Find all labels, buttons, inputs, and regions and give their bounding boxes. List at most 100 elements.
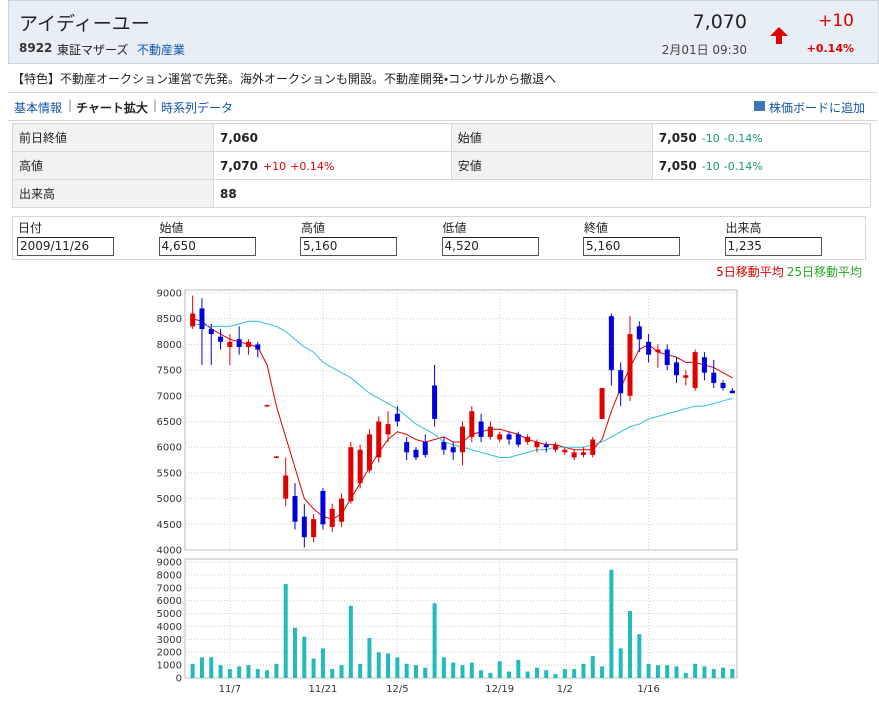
candle-body — [460, 426, 465, 453]
value: 7,060 — [220, 130, 258, 145]
plot-area — [184, 558, 738, 679]
y-tick-label: 5500 — [157, 468, 182, 479]
label: 出来高 — [19, 187, 56, 201]
label: 安値 — [457, 159, 482, 173]
volume-bar — [227, 668, 232, 678]
candle-body — [339, 498, 345, 522]
volume-bar — [413, 665, 418, 678]
volume-bar — [693, 663, 698, 678]
volume-bar — [665, 665, 670, 678]
form-input[interactable]: 4,520 — [441, 237, 539, 256]
label-cell: 始値 — [450, 123, 653, 152]
nav-link[interactable]: 基本情報 — [14, 101, 63, 115]
form-input[interactable]: 4,650 — [158, 237, 256, 256]
candle-body — [432, 385, 438, 419]
candle-body — [413, 449, 419, 458]
volume-bar — [562, 668, 567, 678]
volume-bar — [507, 671, 512, 678]
x-tick-label: 1/16 — [637, 684, 659, 695]
value-cell: 7,070 +10 +0.14% — [213, 151, 452, 180]
form-input[interactable]: 1,235 — [724, 237, 822, 256]
volume-bar — [283, 583, 288, 678]
plot-area — [184, 289, 738, 551]
volume-bar — [199, 657, 204, 678]
up-arrow — [770, 27, 788, 44]
y-tick-label: 6500 — [157, 417, 182, 428]
form-label: 低値 — [442, 221, 467, 235]
candle-body — [320, 490, 326, 525]
table-row: 高値 7,070 +10 +0.14% 安値 7,050 -10 -0.14% — [12, 151, 872, 180]
candle-body — [487, 426, 493, 437]
change-pct: -0.14% — [723, 131, 763, 145]
label-cell: 前日終値 — [12, 123, 214, 152]
stock-name: アイディーユー — [19, 13, 150, 35]
x-tick-label: 11/7 — [219, 684, 241, 695]
table-row: 出来高 88 — [12, 179, 871, 208]
candle-body — [646, 341, 652, 355]
quote-table: 前日終値 7,060 始値 7,050 -10 -0.14% 高値 7,070 +10 +0.14… — [12, 123, 872, 208]
add-icon — [754, 101, 765, 111]
volume-bar — [609, 569, 614, 678]
candle-body — [190, 313, 196, 327]
label-cell: 安値 — [450, 151, 653, 180]
candle-body — [404, 442, 410, 453]
stock-code: 8922 — [19, 41, 53, 55]
volume-bar — [525, 671, 530, 678]
nav-current: チャート拡大 — [76, 101, 148, 115]
volume-bar — [339, 665, 344, 678]
change: +10 — [262, 159, 287, 173]
volume-bar — [702, 666, 707, 678]
volume-bar — [572, 668, 577, 678]
volume-bar — [600, 666, 605, 678]
form-label: 日付 — [18, 221, 43, 235]
feature-row: 【特色】不動産オークション運営で先発。海外オークションも開設。不動産開発・コンサ… — [8, 64, 877, 93]
sector-link[interactable]: 不動産業 — [137, 43, 186, 57]
separator: | — [153, 98, 158, 112]
candle-body — [571, 452, 577, 458]
volume-bar — [730, 668, 735, 678]
candle-body — [636, 326, 642, 340]
volume-bar — [320, 648, 325, 678]
change: +10 — [818, 11, 854, 31]
legend-entry: 25日移動平均 — [786, 265, 862, 279]
volume-bar — [544, 670, 549, 678]
add-board-link[interactable]: 株価ボードに追加 — [769, 101, 866, 115]
nav-link[interactable]: 時系列データ — [161, 101, 234, 115]
form-input[interactable]: 2009/11/26 — [17, 237, 114, 256]
y-tick-label: 7500 — [157, 366, 182, 377]
candle-body — [255, 344, 261, 350]
value-cell: 7,050 -10 -0.14% — [651, 151, 872, 180]
volume-bar — [218, 665, 223, 678]
y-tick-label: 7000 — [157, 391, 182, 402]
value-cell: 7,060 — [213, 123, 452, 152]
volume-bar — [451, 662, 456, 678]
volume-bar — [553, 674, 558, 678]
volume-bar — [590, 656, 595, 678]
form-input[interactable]: 5,160 — [300, 237, 397, 256]
candle-body — [497, 434, 503, 440]
header: アイディーユー 8922 東証マザーズ 不動産業 7,070 +10 2月01日… — [8, 0, 879, 64]
y-tick-label: 8500 — [157, 314, 182, 325]
candle-body — [506, 434, 512, 440]
volume-bar — [190, 663, 195, 678]
price: 7,070 — [692, 11, 747, 33]
candle-body — [720, 382, 726, 389]
candle-body — [301, 516, 307, 538]
market: 東証マザーズ — [57, 43, 129, 57]
candle-body — [366, 434, 372, 471]
value: 7,050 — [658, 130, 697, 145]
volume-bar — [395, 657, 400, 678]
table-row: 前日終値 7,060 始値 7,050 -10 -0.14% — [12, 123, 872, 152]
candle-body — [599, 388, 605, 419]
y-tick-label: 4000 — [157, 546, 182, 557]
candle-body — [450, 447, 456, 453]
candle-body — [441, 442, 447, 450]
change: -10 — [701, 159, 720, 173]
candle-body — [283, 475, 289, 499]
form-input[interactable]: 5,160 — [583, 237, 680, 256]
y-tick-label: 9000 — [157, 558, 182, 569]
volume-bar — [432, 603, 437, 678]
candle-body — [692, 352, 698, 389]
candle-body — [236, 339, 242, 347]
volume-bar — [581, 663, 586, 678]
